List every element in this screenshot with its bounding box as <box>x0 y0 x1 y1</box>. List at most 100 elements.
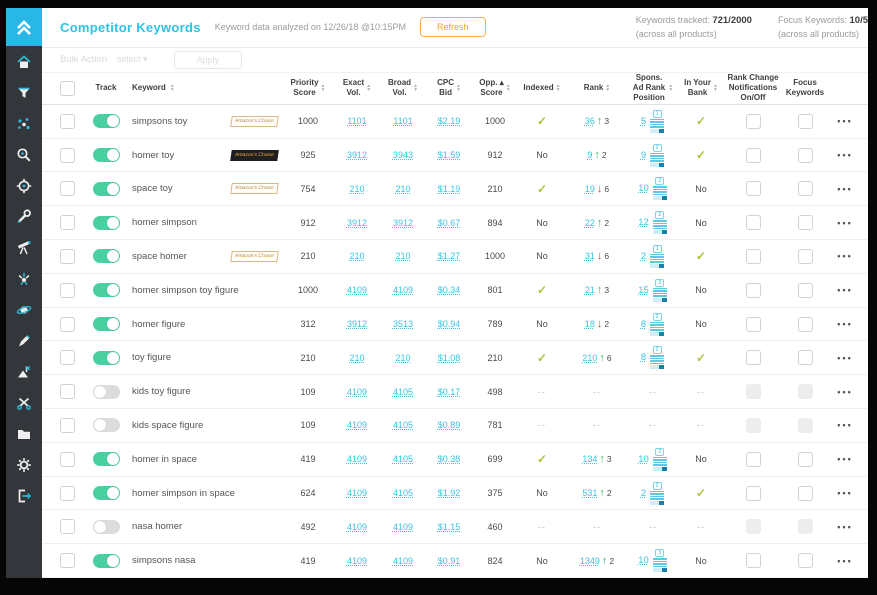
track-toggle[interactable] <box>92 418 120 433</box>
focus-keyword-checkbox[interactable] <box>797 147 813 163</box>
row-menu-button[interactable]: ••• <box>837 555 853 566</box>
row-select-checkbox[interactable] <box>59 384 75 400</box>
sponsored-rank-link[interactable]: 10 <box>638 183 649 195</box>
rank-change-notification-checkbox[interactable] <box>745 451 761 467</box>
focus-keyword-checkbox[interactable] <box>797 248 813 264</box>
rank-link[interactable]: 36 <box>584 116 595 127</box>
rank-change-notification-checkbox[interactable] <box>745 350 761 366</box>
rank-link[interactable]: 21 <box>584 285 595 296</box>
row-menu-button[interactable]: ••• <box>837 488 853 498</box>
cpc-bid-link[interactable]: $2.19 <box>437 116 461 127</box>
focus-keyword-checkbox[interactable] <box>797 384 813 400</box>
row-select-checkbox[interactable] <box>59 113 75 129</box>
cpc-bid-link[interactable]: $0.94 <box>437 319 461 330</box>
row-select-checkbox[interactable] <box>59 519 75 535</box>
rank-link[interactable]: 22 <box>584 217 595 228</box>
bulk-action-select[interactable]: select ▾ <box>117 54 148 65</box>
cpc-bid-link[interactable]: $0.91 <box>437 555 461 566</box>
row-menu-button[interactable]: ••• <box>837 116 853 127</box>
broad-volume-link[interactable]: 210 <box>395 352 411 363</box>
track-toggle[interactable] <box>92 215 120 230</box>
exact-volume-link[interactable]: 4109 <box>346 488 368 498</box>
broad-volume-link[interactable]: 210 <box>395 251 411 262</box>
track-toggle[interactable] <box>92 553 120 568</box>
search-results-page-icon[interactable]: 3 <box>652 278 668 302</box>
sidebar-item-flag-mountain[interactable] <box>6 356 42 387</box>
sponsored-rank-link[interactable]: 2 <box>640 487 647 499</box>
row-menu-button[interactable]: ••• <box>837 386 853 397</box>
sponsored-rank-link[interactable]: 5 <box>640 115 647 127</box>
row-select-checkbox[interactable] <box>59 248 75 264</box>
search-results-page-icon[interactable]: 2 <box>649 346 665 370</box>
focus-keyword-checkbox[interactable] <box>797 553 813 569</box>
focus-keyword-checkbox[interactable] <box>797 417 813 433</box>
rank-link[interactable]: 18 <box>584 319 595 330</box>
sort-icon[interactable]: ▲ ▼ <box>505 83 511 94</box>
row-menu-button[interactable]: ••• <box>837 251 853 262</box>
search-results-page-icon[interactable]: 2 <box>652 447 668 471</box>
rank-link[interactable]: 31 <box>584 251 595 262</box>
row-select-checkbox[interactable] <box>59 485 75 501</box>
cpc-bid-link[interactable]: $1.27 <box>437 251 461 262</box>
sidebar-item-planet[interactable] <box>6 294 42 325</box>
rank-link[interactable]: 531 <box>582 488 598 498</box>
cpc-bid-link[interactable]: $1.19 <box>437 183 461 194</box>
column-header-exact[interactable]: Exact Vol. ▲ ▼ <box>334 78 380 98</box>
row-menu-button[interactable]: ••• <box>837 319 853 330</box>
sort-icon[interactable]: ▲ ▼ <box>455 83 461 94</box>
broad-volume-link[interactable]: 4109 <box>392 521 414 532</box>
sort-icon[interactable]: ▲ ▼ <box>413 83 419 94</box>
sort-icon[interactable]: ▲ ▼ <box>555 83 561 94</box>
sponsored-rank-link[interactable]: 2 <box>640 250 647 262</box>
rank-change-notification-checkbox[interactable] <box>745 384 761 400</box>
row-select-checkbox[interactable] <box>59 451 75 467</box>
sponsored-rank-link[interactable]: 10 <box>638 555 649 567</box>
rank-change-notification-checkbox[interactable] <box>745 113 761 129</box>
row-select-checkbox[interactable] <box>59 282 75 298</box>
rank-link[interactable]: 19 <box>584 183 595 194</box>
exact-volume-link[interactable]: 210 <box>349 352 365 363</box>
sponsored-rank-link[interactable]: 8 <box>640 352 647 364</box>
exact-volume-link[interactable]: 4109 <box>346 555 368 566</box>
row-select-checkbox[interactable] <box>59 215 75 231</box>
rank-change-notification-checkbox[interactable] <box>745 485 761 501</box>
row-menu-button[interactable]: ••• <box>837 150 853 161</box>
track-toggle[interactable] <box>92 249 120 264</box>
focus-keyword-checkbox[interactable] <box>797 282 813 298</box>
column-header-keyword[interactable]: Keyword ▲ ▼ <box>132 83 282 93</box>
broad-volume-link[interactable]: 4105 <box>392 488 414 498</box>
focus-keyword-checkbox[interactable] <box>797 316 813 332</box>
exact-volume-link[interactable]: 210 <box>349 251 365 262</box>
broad-volume-link[interactable]: 3943 <box>392 150 414 161</box>
track-toggle[interactable] <box>92 486 120 500</box>
row-select-checkbox[interactable] <box>59 181 75 197</box>
exact-volume-link[interactable]: 4109 <box>346 285 368 296</box>
exact-volume-link[interactable]: 4109 <box>346 420 368 431</box>
sidebar-item-scissors[interactable] <box>6 387 42 418</box>
focus-keyword-checkbox[interactable] <box>797 350 813 366</box>
broad-volume-link[interactable]: 1101 <box>393 116 413 127</box>
column-header-spons[interactable]: Spons. Ad Rank Position ▲ ▼ <box>628 73 678 103</box>
cpc-bid-link[interactable]: $1.15 <box>437 521 461 532</box>
sort-icon[interactable]: ▲ ▼ <box>169 83 175 94</box>
search-results-page-icon[interactable]: 3 <box>652 549 668 573</box>
rank-link[interactable]: 1349 <box>579 555 600 566</box>
search-results-page-icon[interactable]: 2 <box>649 312 665 336</box>
exact-volume-link[interactable]: 4109 <box>346 386 368 397</box>
rank-change-notification-checkbox[interactable] <box>745 215 761 231</box>
cpc-bid-link[interactable]: $1.92 <box>437 488 461 498</box>
track-toggle[interactable] <box>92 317 120 332</box>
focus-keyword-checkbox[interactable] <box>797 181 813 197</box>
row-menu-button[interactable]: ••• <box>837 521 853 532</box>
focus-keyword-checkbox[interactable] <box>797 215 813 231</box>
track-toggle[interactable] <box>92 148 120 163</box>
track-toggle[interactable] <box>92 283 120 298</box>
select-all-checkbox[interactable] <box>59 80 75 96</box>
track-toggle[interactable] <box>92 384 120 399</box>
app-logo-icon[interactable] <box>6 8 42 46</box>
cpc-bid-link[interactable]: $0.67 <box>437 217 461 228</box>
exact-volume-link[interactable]: 4109 <box>346 454 368 465</box>
broad-volume-link[interactable]: 4105 <box>392 420 414 431</box>
search-results-page-icon[interactable]: 2 <box>652 177 668 201</box>
exact-volume-link[interactable]: 3912 <box>346 217 368 228</box>
